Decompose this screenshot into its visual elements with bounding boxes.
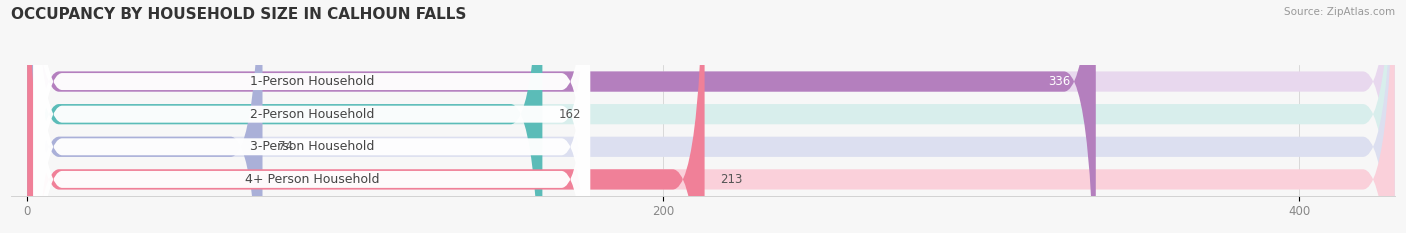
- FancyBboxPatch shape: [34, 0, 591, 233]
- Text: 4+ Person Household: 4+ Person Household: [245, 173, 380, 186]
- FancyBboxPatch shape: [27, 0, 263, 233]
- FancyBboxPatch shape: [34, 0, 591, 233]
- Text: 336: 336: [1047, 75, 1070, 88]
- FancyBboxPatch shape: [27, 0, 1095, 233]
- Text: OCCUPANCY BY HOUSEHOLD SIZE IN CALHOUN FALLS: OCCUPANCY BY HOUSEHOLD SIZE IN CALHOUN F…: [11, 7, 467, 22]
- Text: 3-Person Household: 3-Person Household: [250, 140, 374, 153]
- FancyBboxPatch shape: [34, 0, 591, 233]
- Text: 162: 162: [558, 108, 581, 121]
- Text: Source: ZipAtlas.com: Source: ZipAtlas.com: [1284, 7, 1395, 17]
- Text: 2-Person Household: 2-Person Household: [250, 108, 374, 121]
- FancyBboxPatch shape: [27, 0, 543, 233]
- FancyBboxPatch shape: [27, 0, 704, 233]
- Text: 1-Person Household: 1-Person Household: [250, 75, 374, 88]
- Text: 74: 74: [278, 140, 294, 153]
- FancyBboxPatch shape: [27, 0, 1395, 233]
- Text: 213: 213: [720, 173, 742, 186]
- FancyBboxPatch shape: [27, 0, 1395, 233]
- FancyBboxPatch shape: [34, 0, 591, 233]
- FancyBboxPatch shape: [27, 0, 1395, 233]
- FancyBboxPatch shape: [27, 0, 1395, 233]
